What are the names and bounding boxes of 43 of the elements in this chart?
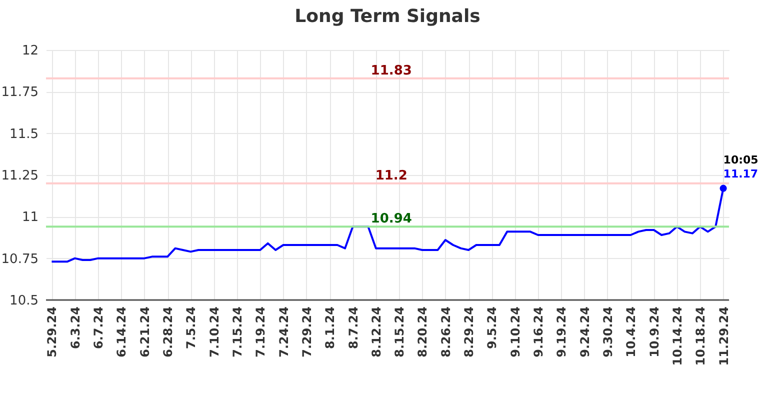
x-tick-label: 10.4.24 — [624, 306, 638, 358]
x-tick-label: 9.19.24 — [554, 306, 569, 358]
annotation: 10:05 — [723, 153, 758, 166]
x-tick-label: 6.7.24 — [92, 306, 106, 350]
x-tick-label: 6.14.24 — [114, 306, 129, 358]
x-tick-label: 8.20.24 — [416, 306, 430, 358]
x-tick-label: 9.16.24 — [532, 306, 546, 358]
x-tick-label: 7.19.24 — [254, 306, 268, 358]
x-tick-label: 8.12.24 — [369, 306, 384, 358]
x-tick-label: 7.24.24 — [276, 306, 291, 358]
x-tick-label: 10.18.24 — [694, 306, 708, 366]
ref-line-label: 11.83 — [370, 63, 412, 78]
y-tick-label: 11.5 — [10, 126, 38, 142]
x-tick-label: 10.14.24 — [670, 306, 684, 366]
x-tick-label: 6.21.24 — [138, 306, 152, 358]
x-tick-label: 9.10.24 — [508, 306, 522, 358]
y-tick-label: 11.25 — [1, 168, 38, 184]
x-tick-label: 7.5.24 — [184, 306, 198, 350]
y-tick-label: 12 — [22, 44, 38, 58]
annotation: 11.17 — [723, 167, 758, 180]
x-tick-label: 11.29.24 — [716, 306, 731, 366]
y-tick-label: 11.75 — [1, 85, 38, 100]
x-tick-label: 8.15.24 — [392, 306, 407, 358]
x-tick-label: 10.9.24 — [647, 306, 662, 358]
x-tick-label: 6.28.24 — [161, 306, 175, 358]
x-tick-label: 5.29.24 — [45, 306, 60, 358]
ref-line-label: 10.94 — [370, 212, 412, 227]
x-tick-label: 9.5.24 — [485, 306, 500, 350]
x-tick-label: 8.29.24 — [462, 306, 476, 358]
chart-title: Long Term Signals — [294, 6, 480, 27]
x-tick-label: 6.3.24 — [68, 306, 82, 350]
x-tick-label: 8.26.24 — [438, 306, 453, 358]
x-tick-label: 7.15.24 — [230, 306, 244, 358]
y-tick-label: 10.75 — [1, 252, 38, 267]
x-tick-label: 9.24.24 — [578, 306, 592, 358]
x-tick-label: 8.7.24 — [346, 306, 360, 350]
y-tick-label: 10.5 — [10, 294, 38, 308]
x-tick-label: 9.30.24 — [601, 306, 615, 358]
x-tick-label: 7.10.24 — [207, 306, 222, 358]
y-tick-label: 11 — [22, 210, 38, 226]
x-tick-label: 8.1.24 — [323, 306, 338, 350]
ref-line-label: 11.2 — [375, 168, 408, 184]
x-tick-label: 7.29.24 — [300, 306, 314, 358]
